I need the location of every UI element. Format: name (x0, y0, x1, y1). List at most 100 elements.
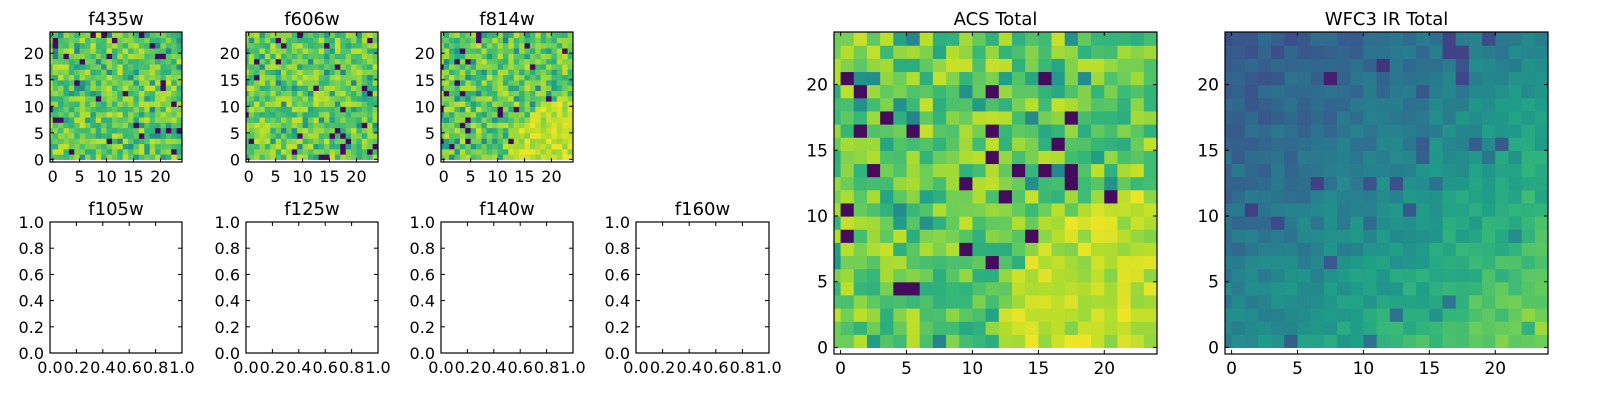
heatmap-cell (334, 127, 341, 134)
heatmap-cell (117, 106, 124, 113)
heatmap-cell (1244, 110, 1259, 125)
heatmap-cell (302, 143, 309, 150)
heatmap-cell (1468, 137, 1483, 151)
heatmap-cell (492, 122, 499, 129)
heatmap-cells (50, 32, 182, 160)
heatmap-cell (351, 95, 358, 102)
heatmap-cell (459, 154, 466, 160)
heatmap-cell (1104, 242, 1119, 257)
heatmap-cell (551, 100, 558, 107)
heatmap-cell (246, 106, 250, 113)
heatmap-cell (90, 127, 97, 134)
heatmap-cell (893, 32, 908, 33)
heatmap-cell (340, 106, 347, 113)
heatmap-cell (1130, 45, 1145, 59)
y-tick-label: 0.0 (19, 344, 44, 363)
heatmap-cell (834, 163, 842, 178)
heatmap-cell (513, 132, 520, 139)
heatmap-cell (90, 32, 97, 38)
heatmap-cell (1495, 229, 1510, 243)
heatmap-cell (246, 37, 250, 44)
heatmap-cell (959, 176, 974, 191)
heatmap-cell (128, 69, 135, 76)
heatmap-cell (58, 69, 65, 76)
heatmap-cell (1323, 229, 1338, 243)
heatmap-cell (481, 127, 488, 134)
heatmap-cell (932, 255, 947, 270)
heatmap-cell (476, 122, 483, 129)
heatmap-cell (529, 154, 536, 160)
heatmap-cell (1051, 45, 1066, 59)
heatmap-cell (1337, 150, 1351, 165)
heatmap-cell (281, 154, 288, 160)
heatmap-cell (834, 84, 842, 99)
heatmap-cell (449, 63, 456, 70)
heatmap-cell (275, 32, 282, 38)
heatmap-cell (546, 154, 553, 160)
heatmap-cell (286, 148, 293, 155)
heatmap-cell (1534, 294, 1548, 309)
heatmap-cell (351, 127, 358, 134)
heatmap-cell (1429, 308, 1444, 322)
heatmap-cell (840, 308, 855, 322)
heatmap-cell (1244, 321, 1259, 335)
heatmap-cell (165, 95, 172, 102)
heatmap-cell (1402, 97, 1417, 112)
heatmap-cell (1416, 97, 1430, 112)
heatmap-cell (101, 154, 108, 160)
heatmap-cell (1025, 308, 1039, 322)
heatmap-cell (133, 74, 140, 81)
heatmap-cell (318, 85, 325, 91)
heatmap-cell (853, 294, 868, 309)
heatmap-cell (449, 116, 456, 123)
heatmap-cell (535, 32, 542, 38)
heatmap-cell (1429, 150, 1444, 165)
heatmap-cell (1416, 216, 1430, 230)
heatmap-cell (546, 47, 553, 54)
heatmap-cell (998, 45, 1013, 59)
heatmap-cell (893, 229, 908, 243)
heatmap-cell (165, 106, 172, 113)
heatmap-cell (508, 47, 515, 54)
heatmap-cell (840, 334, 855, 349)
heatmap-cell (476, 37, 483, 44)
heatmap-cell (79, 53, 86, 60)
heatmap-cell (932, 321, 947, 335)
heatmap-cell (441, 63, 445, 70)
heatmap-cell (906, 294, 921, 309)
heatmap-cell (68, 53, 75, 60)
heatmap-cell (248, 148, 255, 155)
heatmap-cell (165, 127, 172, 134)
heatmap-cell (1442, 97, 1457, 112)
heatmap-cell (481, 69, 488, 76)
heatmap-cell (246, 148, 250, 155)
heatmap-cell (1534, 137, 1548, 151)
heatmap-cell (529, 42, 536, 49)
heatmap-cell (1534, 255, 1548, 270)
heatmap-cell (1429, 268, 1444, 283)
heatmap-cell (441, 58, 445, 65)
heatmap-cell (959, 58, 974, 73)
heatmap-cell (90, 47, 97, 54)
heatmap-cell (160, 148, 167, 155)
heatmap-cell (1077, 229, 1092, 243)
heatmap-cell (529, 85, 536, 91)
heatmap-cell (1363, 202, 1378, 217)
heatmap-cell (351, 42, 358, 49)
heatmap-cell (465, 85, 472, 91)
heatmap-cell (853, 268, 868, 283)
heatmap-cell (74, 58, 81, 65)
heatmap-cell (361, 95, 368, 102)
heatmap-cell (524, 37, 531, 44)
heatmap-cell (1064, 242, 1079, 257)
heatmap-cell (492, 132, 499, 139)
heatmap-cell (63, 63, 70, 70)
heatmap-cell (1508, 308, 1523, 322)
heatmap-cell (246, 85, 250, 91)
heatmap-cell (959, 71, 974, 86)
x-tick-label: 0 (835, 359, 846, 379)
heatmap-cell (454, 85, 461, 91)
heatmap-cell (1077, 334, 1092, 349)
heatmap-cell (254, 95, 261, 102)
heatmap-cell (63, 154, 70, 160)
